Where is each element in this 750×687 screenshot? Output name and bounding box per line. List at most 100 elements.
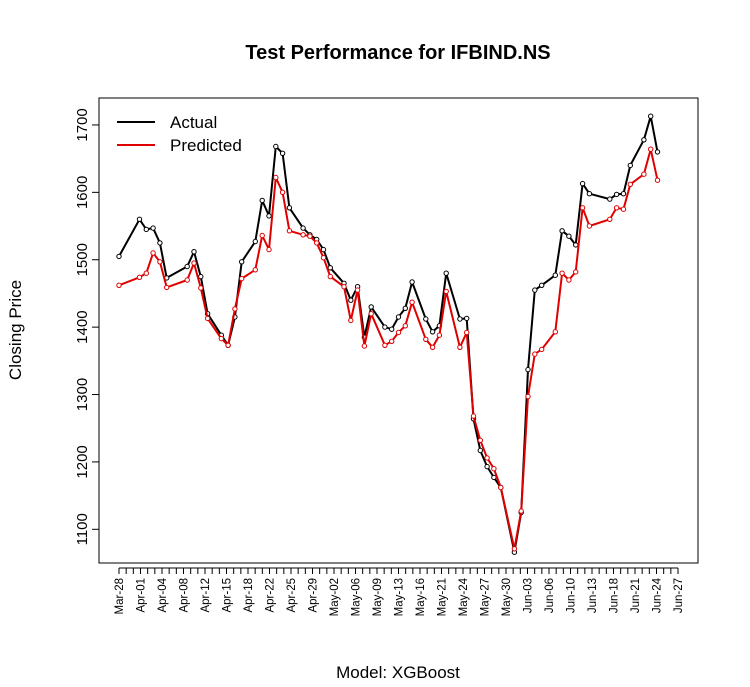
x-tick-label: Apr-29 bbox=[308, 578, 320, 613]
point-actual bbox=[654, 149, 661, 155]
point-predicted bbox=[518, 508, 524, 514]
point-predicted bbox=[157, 259, 163, 265]
y-tick-label: 1700 bbox=[74, 108, 91, 141]
point-predicted bbox=[654, 177, 661, 183]
point-predicted bbox=[429, 344, 436, 350]
point-actual bbox=[573, 242, 579, 248]
x-tick-label: Jun-21 bbox=[630, 578, 642, 613]
point-predicted bbox=[566, 277, 572, 283]
point-actual bbox=[389, 326, 395, 332]
point-actual bbox=[579, 180, 586, 187]
point-predicted bbox=[532, 351, 538, 357]
point-actual bbox=[648, 113, 654, 119]
point-predicted bbox=[511, 546, 518, 552]
x-tick-label: Apr-22 bbox=[265, 578, 277, 613]
y-tick-label: 1100 bbox=[74, 513, 91, 545]
series-line-actual bbox=[118, 115, 659, 554]
x-tick-label: May-13 bbox=[394, 578, 406, 616]
point-actual bbox=[368, 304, 374, 310]
point-actual bbox=[395, 314, 402, 320]
point-predicted bbox=[382, 342, 388, 348]
point-actual bbox=[157, 240, 163, 246]
point-actual bbox=[423, 316, 429, 322]
point-predicted bbox=[143, 270, 150, 276]
point-actual bbox=[464, 315, 470, 322]
point-predicted bbox=[314, 240, 320, 246]
point-actual bbox=[613, 191, 620, 198]
point-actual bbox=[150, 225, 156, 231]
point-actual bbox=[559, 228, 565, 234]
point-predicted bbox=[409, 299, 415, 305]
x-tick-label: Apr-01 bbox=[136, 578, 148, 613]
point-actual bbox=[409, 279, 415, 285]
legend-label-actual: Actual bbox=[170, 113, 217, 132]
y-tick-label: 1200 bbox=[74, 445, 91, 478]
y-tick-label: 1500 bbox=[74, 243, 91, 276]
chart-title: Test Performance for IFBIND.NS bbox=[245, 42, 550, 64]
point-actual bbox=[484, 463, 490, 470]
point-predicted bbox=[423, 336, 429, 342]
point-predicted bbox=[641, 171, 647, 177]
point-predicted bbox=[573, 269, 579, 275]
point-actual bbox=[429, 329, 436, 335]
point-actual bbox=[607, 196, 613, 202]
x-tick-label: Apr-12 bbox=[200, 578, 212, 613]
point-predicted bbox=[232, 306, 238, 312]
point-actual bbox=[620, 191, 627, 197]
x-tick-label: Jun-10 bbox=[566, 578, 578, 613]
point-actual bbox=[300, 225, 306, 231]
x-tick-label: May-16 bbox=[415, 578, 427, 616]
point-actual bbox=[525, 366, 531, 373]
point-actual bbox=[443, 270, 449, 276]
point-actual bbox=[627, 162, 633, 169]
point-predicted bbox=[354, 287, 361, 293]
point-actual bbox=[552, 272, 558, 278]
point-actual bbox=[273, 143, 279, 150]
point-predicted bbox=[266, 246, 272, 253]
point-predicted bbox=[539, 346, 545, 353]
point-actual bbox=[402, 305, 408, 311]
point-actual bbox=[191, 249, 197, 255]
point-predicted bbox=[225, 342, 231, 348]
point-predicted bbox=[484, 455, 490, 461]
point-predicted bbox=[525, 393, 531, 400]
point-predicted bbox=[184, 277, 190, 283]
point-actual bbox=[239, 259, 245, 265]
x-tick-label: Mar-28 bbox=[114, 578, 126, 614]
point-predicted bbox=[579, 205, 586, 211]
point-predicted bbox=[300, 232, 306, 238]
x-tick-label: Jun-06 bbox=[544, 578, 556, 613]
point-predicted bbox=[198, 285, 204, 291]
y-tick-label: 1400 bbox=[74, 310, 91, 343]
point-predicted bbox=[498, 484, 504, 491]
point-actual bbox=[266, 213, 272, 219]
legend-label-predicted: Predicted bbox=[170, 136, 242, 155]
point-predicted bbox=[136, 274, 143, 280]
point-predicted bbox=[457, 344, 463, 350]
point-predicted bbox=[204, 315, 211, 322]
point-actual bbox=[286, 205, 293, 211]
point-predicted bbox=[552, 329, 558, 335]
point-actual bbox=[252, 238, 259, 245]
point-actual bbox=[184, 263, 190, 270]
point-predicted bbox=[368, 311, 374, 317]
x-tick-label: Apr-25 bbox=[286, 578, 298, 613]
point-actual bbox=[539, 282, 545, 288]
point-predicted bbox=[218, 335, 225, 342]
point-predicted bbox=[586, 223, 593, 229]
point-actual bbox=[491, 474, 497, 481]
point-predicted bbox=[252, 267, 259, 273]
point-predicted bbox=[443, 288, 449, 295]
point-predicted bbox=[279, 189, 286, 196]
x-tick-label: May-02 bbox=[329, 578, 341, 616]
point-actual bbox=[143, 226, 150, 233]
point-predicted bbox=[348, 317, 354, 324]
point-predicted bbox=[559, 270, 565, 276]
x-axis-label: Model: XGBoost bbox=[336, 663, 460, 682]
x-tick-label: May-30 bbox=[501, 578, 513, 616]
point-predicted bbox=[286, 228, 293, 234]
point-predicted bbox=[395, 329, 402, 336]
point-predicted bbox=[116, 282, 122, 288]
point-actual bbox=[457, 316, 463, 322]
